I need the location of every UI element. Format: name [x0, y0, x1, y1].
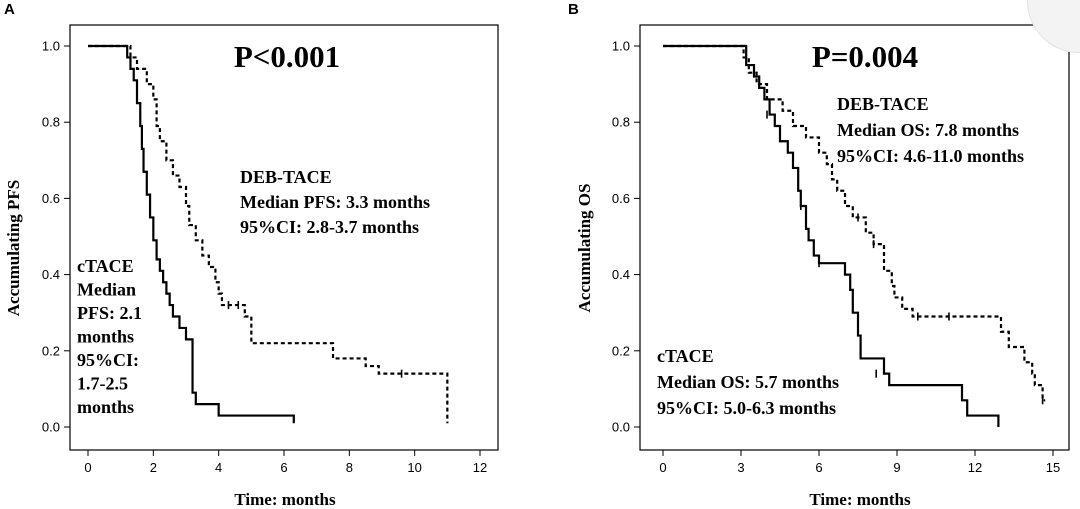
x-tick-label: 9: [893, 460, 900, 475]
y-tick-label: 0.2: [612, 343, 630, 358]
axes-a: 0 2 4 6 8 10 12 0.0 0.2 0.4 0.6 0.8 1.0: [42, 39, 487, 476]
x-tick-label: 15: [1046, 460, 1060, 475]
x-axis-label-a: Time: months: [234, 490, 336, 509]
y-tick-label: 0.4: [612, 267, 630, 282]
y-axis-label-a: Accumulating PFS: [4, 180, 23, 316]
annotation-ctace-line: Median OS: 5.7 months: [657, 372, 839, 392]
y-axis-label-b: Accumulating OS: [575, 184, 594, 313]
y-tick-label: 1.0: [42, 39, 60, 54]
x-tick-label: 0: [84, 460, 91, 475]
annotation-deb-line: Median PFS: 3.3 months: [240, 192, 430, 212]
panel-b: B P=0.004 Accumulating OS Time: months 0…: [568, 1, 1070, 509]
series-b: [663, 44, 1046, 427]
annotation-ctace-line: months: [77, 327, 134, 347]
y-tick-label: 0.0: [42, 420, 60, 435]
annotation-ctace-line: 1.7-2.5: [77, 374, 128, 394]
x-tick-label: 4: [215, 460, 222, 475]
annotation-deb-line: 95%CI: 4.6-11.0 months: [837, 146, 1024, 166]
y-tick-label: 0.8: [612, 115, 630, 130]
annotation-deb-line: Median OS: 7.8 months: [837, 120, 1019, 140]
annotation-deb-line: DEB-TACE: [837, 94, 929, 114]
x-tick-label: 0: [659, 460, 666, 475]
annotation-ctace-line: 95%CI:: [77, 350, 139, 370]
x-tick-label: 10: [407, 460, 421, 475]
x-tick-label: 12: [968, 460, 982, 475]
annotations-a: DEB-TACE Median PFS: 3.3 months 95%CI: 2.8…: [77, 167, 430, 417]
annotation-ctace-line: months: [77, 397, 134, 417]
annotation-ctace-line: PFS: 2.1: [77, 303, 142, 323]
y-tick-label: 0.0: [612, 420, 630, 435]
series-line-ctace: [88, 44, 295, 424]
panel-label-b: B: [568, 1, 579, 18]
x-axis-label-b: Time: months: [809, 490, 911, 509]
x-tick-label: 6: [280, 460, 287, 475]
chart-title-a: P<0.001: [234, 39, 340, 74]
annotation-ctace-line: 95%CI: 5.0-6.3 months: [657, 398, 836, 418]
y-tick-label: 0.6: [42, 191, 60, 206]
x-tick-label: 12: [473, 460, 487, 475]
y-tick-label: 0.2: [42, 343, 60, 358]
panel-a: A P<0.001 Accumulating PFS Time: months …: [4, 1, 499, 509]
x-tick-label: 8: [346, 460, 353, 475]
x-tick-label: 3: [737, 460, 744, 475]
annotation-ctace-line: Median: [77, 280, 136, 300]
y-tick-label: 0.4: [42, 267, 60, 282]
series-line-deb: [663, 44, 1046, 402]
panel-label-a: A: [4, 1, 15, 18]
y-tick-label: 0.8: [42, 115, 60, 130]
annotation-deb-line: DEB-TACE: [240, 167, 332, 187]
plot-frame-a: [69, 24, 499, 451]
y-tick-label: 1.0: [612, 39, 630, 54]
plot-frame-b: [639, 24, 1070, 451]
x-tick-label: 2: [150, 460, 157, 475]
y-tick-label: 0.6: [612, 191, 630, 206]
axes-b: 0 3 6 9 12 15 0.0 0.2 0.4 0.6 0.8 1.0: [612, 39, 1060, 476]
annotation-ctace-line: cTACE: [657, 346, 714, 366]
annotation-ctace-line: cTACE: [77, 256, 134, 276]
x-tick-label: 6: [815, 460, 822, 475]
annotations-b: DEB-TACE Median OS: 7.8 months 95%CI: 4.6-…: [657, 94, 1024, 418]
series-a: [88, 44, 449, 424]
chart-title-b: P=0.004: [812, 39, 918, 74]
annotation-deb-line: 95%CI: 2.8-3.7 months: [240, 217, 419, 237]
series-line-ctace: [663, 44, 1000, 427]
